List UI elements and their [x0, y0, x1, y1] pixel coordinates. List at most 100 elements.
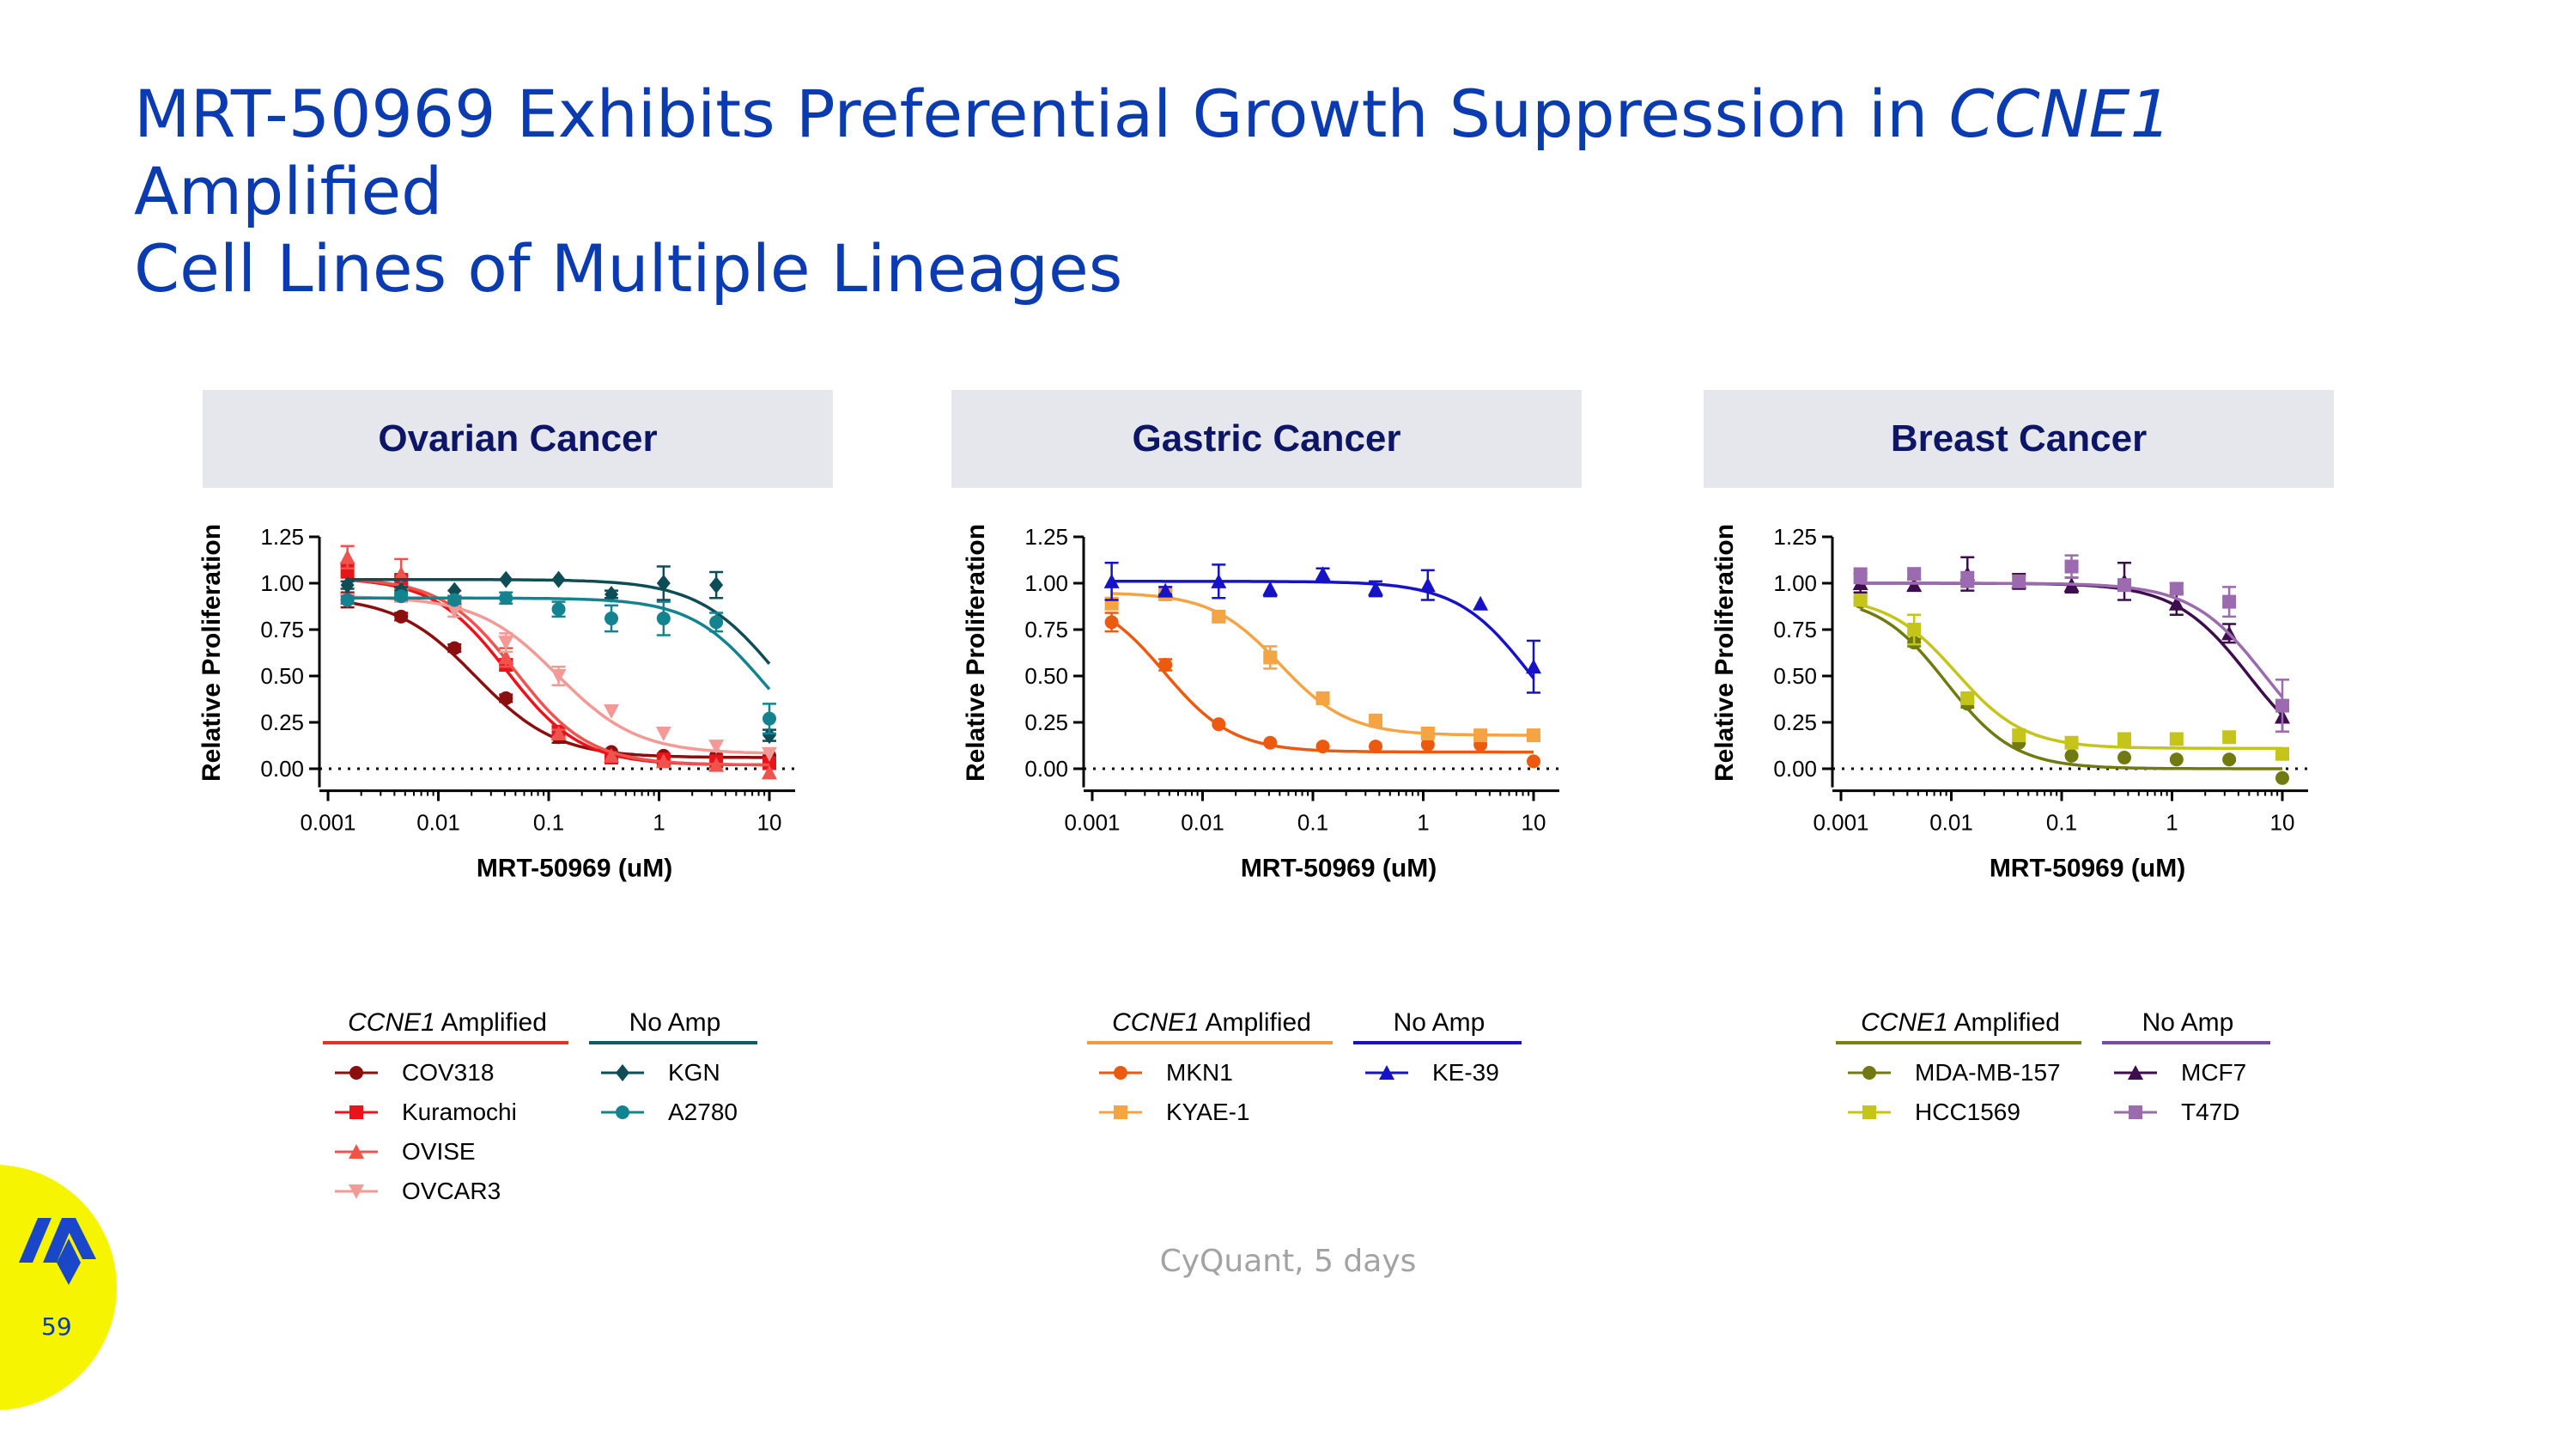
ovarian-chart: 0.00 0.25 0.50 0.75 1.00 1.25 0.001 0.01 0.1 1 10 M… [197, 524, 795, 1204]
data-point [2117, 732, 2132, 746]
data-point [2275, 746, 2289, 761]
data-point [1907, 567, 1922, 581]
title-line2: Cell Lines of Multiple Lineages [134, 230, 1123, 307]
data-point [1158, 658, 1173, 673]
legend-label: T47D [2181, 1099, 2239, 1125]
legend-group-1: No Amp MCF7 T47D [2102, 1008, 2270, 1125]
gastric-chart: 0.00 0.25 0.50 0.75 1.00 1.25 0.001 0.01 0.1 1 10 M… [962, 524, 1559, 1125]
legend-marker [1114, 1105, 1127, 1119]
data-point [1960, 572, 1975, 587]
legend-label: MDA-MB-157 [1915, 1059, 2061, 1086]
data-point [550, 669, 567, 684]
data-point [499, 691, 513, 705]
data-point [2117, 578, 2132, 593]
legend-marker [616, 1105, 629, 1119]
legend-item: COV318 [335, 1059, 494, 1086]
legend-label: MCF7 [2181, 1059, 2246, 1086]
data-point [447, 581, 462, 600]
data-point [1157, 582, 1174, 598]
data-point [394, 589, 409, 604]
legend-label: A2780 [668, 1099, 738, 1125]
legend-item: OVISE [335, 1138, 476, 1165]
data-point [1419, 577, 1436, 593]
data-point [551, 570, 566, 588]
data-point [762, 711, 776, 726]
data-point [2117, 751, 2132, 765]
data-point [1211, 573, 1227, 588]
legend-label: HCC1569 [1915, 1099, 2020, 1125]
y-tick-label: 1.25 [1773, 524, 1817, 550]
page-number: 59 [41, 1312, 72, 1341]
fit-curve [1110, 619, 1534, 754]
fit-curve [1860, 603, 2282, 750]
x-tick-label: 0.1 [1297, 810, 1328, 836]
y-tick-label: 0.75 [260, 617, 304, 642]
legend-marker [2128, 1065, 2143, 1080]
legend-marker [1114, 1066, 1127, 1080]
data-point [2012, 574, 2026, 588]
x-tick-label: 1 [2166, 810, 2178, 836]
legend-marker [349, 1184, 364, 1199]
data-point [708, 757, 725, 772]
data-point [1262, 581, 1279, 596]
data-point [2275, 770, 2289, 785]
data-point [709, 615, 724, 630]
data-point [762, 746, 777, 762]
data-point [1420, 726, 1435, 740]
legend-marker [616, 1064, 629, 1081]
data-point [447, 593, 462, 607]
data-point [1527, 754, 1540, 769]
data-point [1853, 593, 1868, 607]
data-point [498, 649, 514, 665]
x-tick-label: 0.001 [300, 810, 355, 836]
fit-curve [1859, 607, 2282, 770]
data-point [1420, 737, 1435, 752]
legend-marker [1862, 1105, 1876, 1119]
fit-curve [1860, 581, 2284, 716]
legend-label: OVCAR3 [402, 1178, 501, 1204]
data-point [605, 612, 619, 626]
page-title: MRT-50969 Exhibits Preferential Growth S… [134, 76, 2452, 307]
breast-chart: 0.00 0.25 0.50 0.75 1.00 1.25 0.001 0.01 0.1 1 10 M… [1710, 524, 2308, 1125]
data-point [1960, 691, 1975, 705]
data-point [656, 612, 671, 626]
data-point [2012, 728, 2026, 743]
legend-label: MKN1 [1166, 1059, 1233, 1086]
fit-curve [1111, 592, 1534, 737]
legend-group-title: CCNE1 Amplified [1861, 1008, 2060, 1037]
data-point [1369, 740, 1383, 754]
legend-item: MKN1 [1099, 1059, 1233, 1086]
y-tick-label: 0.50 [1773, 663, 1817, 689]
data-point [708, 740, 725, 755]
legend-group-title: CCNE1 Amplified [1112, 1008, 1311, 1037]
legend-marker [349, 1105, 363, 1119]
legend-group-0: CCNE1 Amplified MKN1 KYAE-1 [1087, 1008, 1333, 1125]
y-tick-label: 0.25 [260, 709, 304, 735]
y-tick-label: 0.50 [1024, 663, 1068, 689]
legend-label: OVISE [402, 1138, 476, 1165]
data-point [394, 609, 409, 624]
data-point [2222, 594, 2237, 609]
y-tick-label: 1.00 [260, 570, 304, 596]
x-tick-label: 10 [757, 810, 782, 836]
fit-curve [347, 596, 771, 691]
data-point [1473, 595, 1489, 611]
series-ke-39 [1103, 561, 1541, 694]
data-point [1263, 735, 1278, 750]
data-point [498, 636, 514, 651]
legend-group-title: CCNE1 Amplified [348, 1008, 547, 1037]
legend-label: KGN [668, 1059, 720, 1086]
fit-curve [347, 578, 770, 767]
series-kgn [340, 565, 776, 745]
data-point [2169, 752, 2184, 767]
y-tick-label: 0.50 [260, 663, 304, 689]
x-tick-label: 0.001 [1064, 810, 1120, 836]
series-mkn1 [1104, 612, 1540, 769]
legend-item: MDA-MB-157 [1848, 1059, 2061, 1086]
data-point [339, 549, 355, 564]
x-tick-label: 0.1 [533, 810, 564, 836]
legend-item: MCF7 [2114, 1059, 2246, 1086]
y-axis-label: Relative Proliferation [197, 524, 226, 782]
legend-item: KE-39 [1365, 1059, 1499, 1086]
data-point [2275, 698, 2289, 713]
